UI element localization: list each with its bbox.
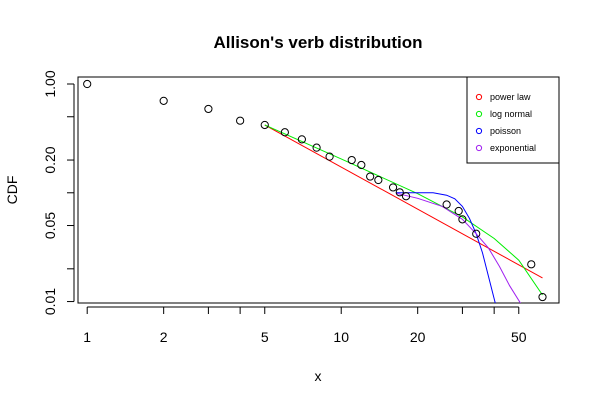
legend-marker (475, 144, 483, 152)
legend-label: exponential (490, 143, 536, 153)
legend-label: log normal (490, 109, 532, 119)
data-point (401, 192, 411, 201)
y-tick-label: 0.20 (42, 146, 58, 173)
data-point (472, 229, 481, 238)
data-point (280, 128, 289, 137)
x-tick-label: 1 (83, 329, 91, 345)
x-axis: 1 2 5 10 20 50 (83, 306, 527, 345)
legend-label: poisson (490, 126, 521, 136)
x-axis-title: x (315, 368, 322, 384)
data-point (347, 155, 356, 165)
y-axis: 1.00 0.20 0.05 0.01 (42, 70, 75, 315)
x-tick-label: 50 (511, 329, 527, 345)
data-point (357, 160, 366, 170)
data-point (458, 215, 467, 224)
data-point (325, 152, 334, 161)
legend-marker (475, 93, 483, 101)
data-point (538, 292, 547, 302)
data-point (83, 79, 92, 89)
data-point (159, 96, 168, 105)
fit-lines (264, 124, 543, 303)
x-tick-label: 5 (261, 329, 269, 345)
chart-title: Allison's verb distribution (213, 33, 422, 52)
y-tick-label: 0.05 (42, 212, 58, 239)
data-point (312, 143, 321, 152)
data-point (374, 175, 383, 185)
data-point (388, 183, 398, 192)
data-point (527, 260, 536, 269)
legend-box (466, 76, 560, 164)
fit-line-log-normal (264, 124, 543, 296)
y-tick-label: 1.00 (42, 70, 58, 97)
fit-line-poisson (396, 192, 496, 303)
data-point (260, 120, 269, 130)
plot-frame (77, 76, 560, 304)
legend-marker (475, 127, 483, 135)
legend: power law log normal poisson exponential (466, 76, 560, 164)
data-point (297, 135, 306, 144)
data-point (395, 188, 404, 197)
x-tick-label: 10 (333, 329, 349, 345)
y-tick-label: 0.01 (42, 288, 58, 315)
data-point (236, 116, 245, 125)
fit-line-power-law (264, 124, 543, 279)
data-point (442, 200, 451, 209)
data-point (366, 172, 375, 181)
legend-label: power law (490, 92, 531, 102)
data-point (204, 104, 213, 114)
fit-line-exponential (396, 192, 521, 303)
x-tick-label: 20 (410, 329, 426, 345)
x-tick-label: 2 (160, 329, 168, 345)
legend-marker (475, 110, 483, 118)
data-point (454, 206, 463, 216)
y-axis-title: CDF (4, 176, 20, 205)
data-points (83, 79, 547, 302)
